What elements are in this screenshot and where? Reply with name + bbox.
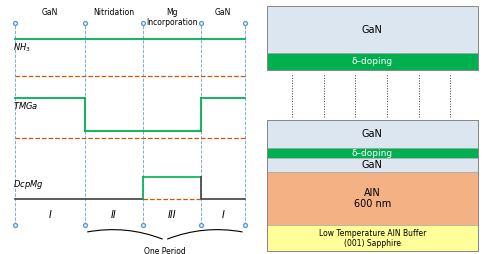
FancyBboxPatch shape — [266, 6, 477, 53]
Text: $NH_3$: $NH_3$ — [13, 42, 30, 54]
Text: I: I — [48, 210, 51, 220]
Text: $TMGa$: $TMGa$ — [13, 100, 38, 111]
Text: GaN: GaN — [214, 8, 231, 17]
Text: GaN: GaN — [361, 129, 382, 139]
Text: Mg
Incorporation: Mg Incorporation — [146, 8, 197, 27]
FancyBboxPatch shape — [266, 148, 477, 158]
Text: AlN
600 nm: AlN 600 nm — [353, 188, 390, 209]
Text: GaN: GaN — [361, 160, 382, 170]
FancyBboxPatch shape — [266, 225, 477, 251]
Text: $DcpMg$: $DcpMg$ — [13, 178, 43, 191]
Text: III: III — [167, 210, 176, 220]
Text: Nitridation: Nitridation — [93, 8, 134, 17]
FancyBboxPatch shape — [266, 53, 477, 70]
FancyBboxPatch shape — [266, 158, 477, 172]
Text: GaN: GaN — [361, 25, 382, 35]
Text: Low Temperature AlN Buffer
(001) Sapphire: Low Temperature AlN Buffer (001) Sapphir… — [318, 229, 425, 248]
Text: I: I — [221, 210, 224, 220]
FancyBboxPatch shape — [266, 172, 477, 225]
Text: One Period: One Period — [144, 247, 185, 254]
Text: δ–doping: δ–doping — [351, 57, 392, 66]
FancyBboxPatch shape — [266, 120, 477, 148]
Text: II: II — [111, 210, 117, 220]
Text: GaN: GaN — [42, 8, 58, 17]
Text: δ–doping: δ–doping — [351, 149, 392, 157]
